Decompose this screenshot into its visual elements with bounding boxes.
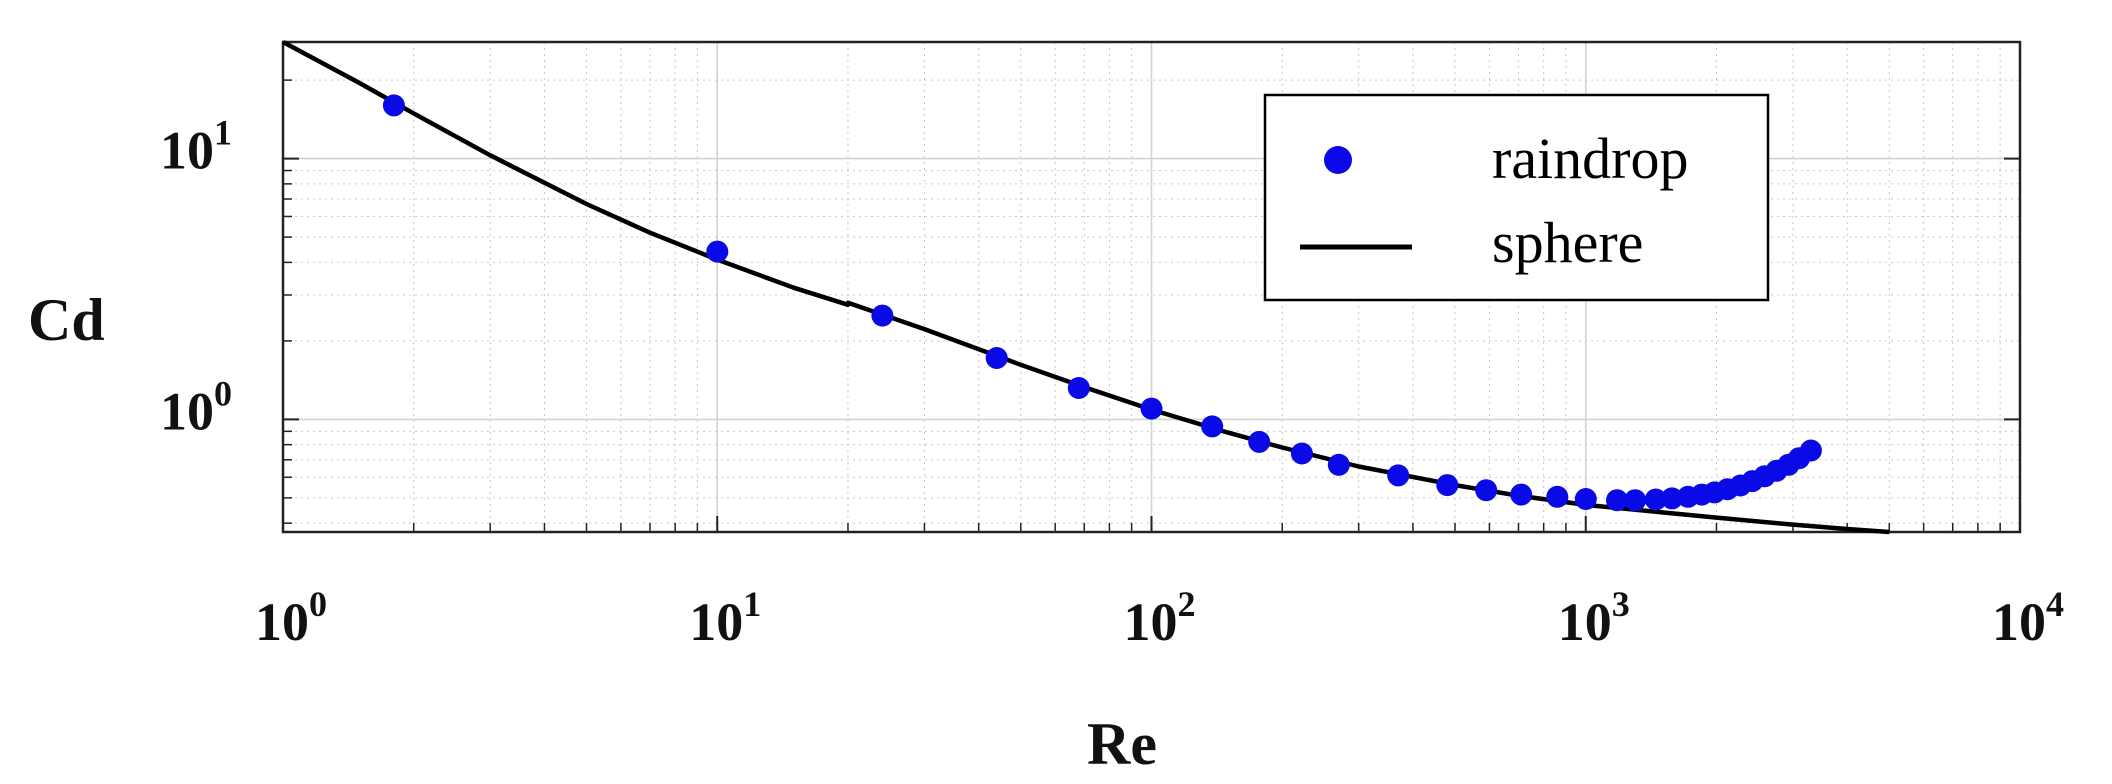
legend: raindrop sphere <box>1263 93 1770 302</box>
series-layer <box>281 40 1890 535</box>
tick-base: 10 <box>1992 592 2046 652</box>
legend-box <box>1263 93 1770 302</box>
raindrop-point <box>1140 397 1163 420</box>
raindrop-point <box>1624 489 1647 512</box>
tick-base: 10 <box>689 592 743 652</box>
tick-base: 10 <box>1124 592 1178 652</box>
tick-base: 10 <box>1558 592 1612 652</box>
x-axis-label: Re <box>1087 711 1157 777</box>
legend-marker-raindrop <box>1324 146 1352 174</box>
raindrop-point <box>1661 487 1683 510</box>
raindrop-point <box>1387 464 1410 487</box>
axis-ticks <box>282 79 2021 532</box>
tick-exponent: 1 <box>214 113 232 153</box>
tick-exponent: 1 <box>743 584 761 624</box>
tick-exponent: 0 <box>309 584 327 624</box>
raindrop-point <box>382 94 405 117</box>
raindrop-point <box>1799 439 1822 462</box>
y-axis-label: Cd <box>28 287 105 353</box>
raindrop-point <box>706 240 729 263</box>
x-tick-labels: 100 101 102 103 104 <box>255 584 2064 652</box>
raindrop-point <box>1644 488 1667 511</box>
raindrop-point <box>1436 474 1459 497</box>
raindrop-point <box>1510 483 1533 506</box>
raindrop-point <box>1546 485 1569 508</box>
y-tick-label: 101 <box>160 113 232 181</box>
x-tick-label: 104 <box>1992 584 2064 652</box>
raindrop-point <box>1574 488 1597 510</box>
raindrop-point <box>1327 453 1350 476</box>
raindrop-point <box>1201 415 1224 438</box>
raindrop-point <box>1290 442 1313 465</box>
raindrop-point <box>985 347 1008 369</box>
x-tick-label: 102 <box>1124 584 1196 652</box>
legend-label-raindrop: raindrop <box>1492 126 1689 191</box>
legend-label-sphere: sphere <box>1492 210 1643 275</box>
raindrop-point <box>1248 430 1271 453</box>
tick-exponent: 4 <box>2046 584 2064 624</box>
raindrop-point <box>1475 479 1498 502</box>
x-tick-label: 100 <box>255 584 327 652</box>
tick-base: 10 <box>255 592 309 652</box>
tick-exponent: 3 <box>1612 584 1630 624</box>
tick-exponent: 0 <box>214 373 232 413</box>
tick-base: 10 <box>160 381 214 441</box>
tick-base: 10 <box>160 121 214 181</box>
raindrop-point <box>1067 377 1090 399</box>
raindrop-point <box>1606 489 1628 512</box>
x-tick-label: 101 <box>689 584 761 652</box>
x-tick-label: 103 <box>1558 584 1630 652</box>
raindrop-point <box>871 304 894 327</box>
y-tick-label: 100 <box>160 373 232 441</box>
tick-exponent: 2 <box>1178 584 1196 624</box>
